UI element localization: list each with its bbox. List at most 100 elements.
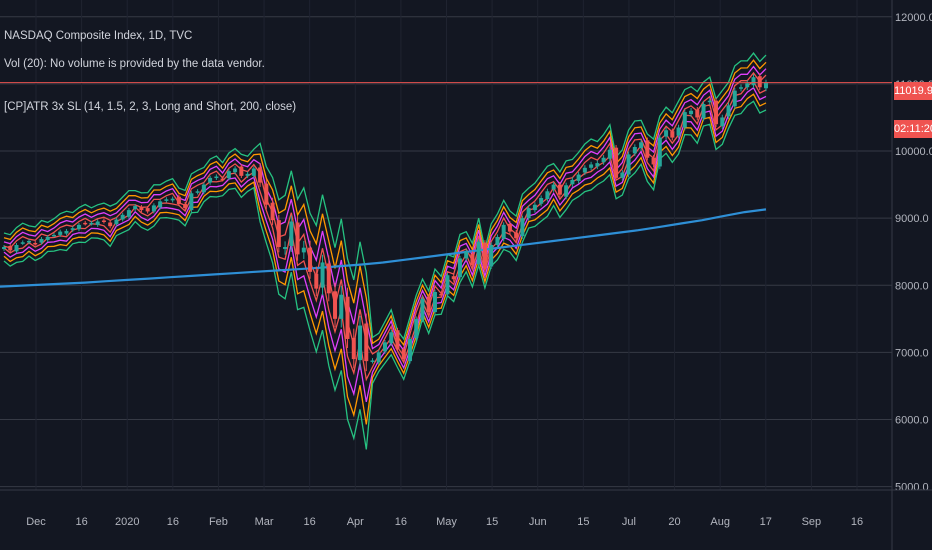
candle-body	[289, 221, 294, 247]
x-tick-label: 2020	[115, 516, 139, 528]
band-4-upper-line	[3, 52, 767, 341]
band-3-upper-line	[3, 59, 767, 347]
band-1-lower-line	[3, 80, 767, 382]
candle-body	[707, 100, 712, 103]
countdown-badge: 02:11:20	[894, 120, 932, 138]
x-tick-label: 16	[75, 516, 87, 528]
candle-body	[432, 291, 437, 313]
candle-body	[545, 191, 550, 200]
candle-body	[570, 179, 575, 185]
candle-body	[720, 117, 725, 127]
candle-body	[376, 352, 381, 363]
symbol-legend[interactable]: NASDAQ Composite Index, 1D, TVC	[4, 30, 193, 42]
candle-body	[70, 228, 75, 230]
candle-body	[326, 263, 331, 294]
candle-body	[8, 246, 13, 251]
candle-body	[201, 184, 206, 193]
candle-body	[651, 157, 656, 165]
candle-body	[626, 154, 631, 175]
candle-body	[164, 199, 169, 201]
indicator-legend[interactable]: [CP]ATR 3x SL (14, 1.5, 2, 3, Long and S…	[4, 101, 297, 113]
candle-body	[751, 77, 756, 86]
candle-body	[176, 196, 181, 205]
candle-body	[89, 222, 94, 225]
band-1-upper-line	[3, 71, 767, 358]
candle-body	[514, 232, 519, 239]
candle-body	[126, 210, 131, 217]
candle-body	[189, 193, 194, 211]
candle-body	[564, 185, 569, 197]
candle-body	[145, 208, 150, 212]
candle-body	[2, 247, 6, 250]
candle-body	[220, 178, 225, 181]
candle-body	[501, 224, 506, 239]
x-tick-label: 20	[668, 516, 680, 528]
candle-body	[439, 294, 444, 296]
candle-body	[108, 222, 113, 227]
candle-body	[183, 204, 188, 209]
candle-body	[364, 323, 369, 362]
candle-body	[757, 76, 762, 88]
x-tick-label: 16	[304, 516, 316, 528]
candle-body	[76, 224, 81, 230]
x-tick-label: 16	[395, 516, 407, 528]
candle-body	[620, 172, 625, 178]
candle-body	[101, 220, 106, 222]
candle-body	[551, 184, 556, 190]
y-tick-label: 10000.0	[895, 146, 932, 158]
candle-body	[689, 110, 694, 115]
candle-body	[526, 208, 531, 219]
candle-body	[714, 100, 719, 125]
candle-body	[245, 173, 250, 176]
x-tick-label: May	[436, 516, 457, 528]
candle-body	[389, 332, 394, 344]
candle-body	[726, 105, 731, 117]
x-tick-label: Mar	[255, 516, 274, 528]
candle-body	[233, 168, 238, 173]
candle-body	[476, 241, 481, 265]
candle-body	[451, 276, 456, 280]
candle-body	[645, 140, 650, 158]
candle-body	[158, 201, 163, 208]
candle-body	[520, 218, 525, 237]
candle-body	[532, 204, 537, 211]
candle-body	[64, 230, 69, 234]
candle-body	[264, 183, 269, 205]
candle-body	[595, 163, 600, 167]
candle-body	[489, 245, 494, 267]
band-3-lower-line	[3, 93, 767, 425]
candle-body	[739, 87, 744, 89]
candle-body	[251, 168, 256, 176]
y-tick-label: 6000.0	[895, 415, 929, 427]
candle-body	[495, 236, 500, 245]
candle-body	[457, 258, 462, 278]
candle-body	[120, 214, 125, 220]
x-tick-label: Feb	[209, 516, 228, 528]
candle-body	[20, 242, 25, 244]
candle-body	[339, 294, 344, 319]
candle-body	[539, 198, 544, 204]
candle-body	[445, 275, 450, 295]
candle-body	[682, 112, 687, 128]
x-tick-label: 15	[577, 516, 589, 528]
candle-body	[607, 149, 612, 159]
candle-body	[370, 360, 375, 362]
candle-body	[745, 83, 750, 88]
candle-body	[614, 147, 619, 178]
candle-body	[407, 338, 412, 362]
candle-body	[639, 142, 644, 149]
band-4-lower-line	[3, 100, 767, 450]
candle-body	[195, 191, 200, 193]
x-tick-label: 17	[760, 516, 772, 528]
x-tick-label: Sep	[802, 516, 822, 528]
candle-body	[26, 240, 31, 243]
y-tick-label: 5000.0	[895, 482, 929, 494]
candle-body	[295, 222, 300, 255]
last-price-badge: 11019.9	[894, 82, 932, 100]
y-tick-label: 9000.0	[895, 213, 929, 225]
volume-legend[interactable]: Vol (20): No volume is provided by the d…	[4, 58, 265, 70]
candle-body	[601, 157, 606, 163]
candle-body	[701, 104, 706, 119]
